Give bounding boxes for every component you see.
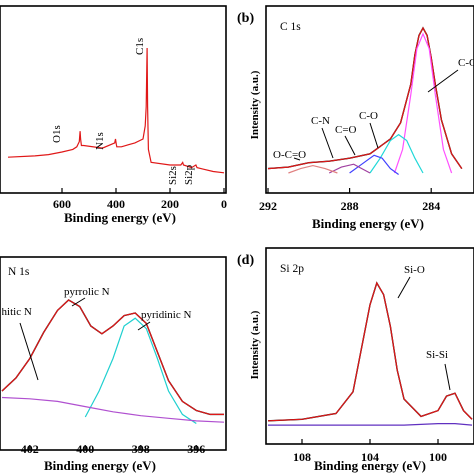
panel-a: 600 400 200 0 O1s N1s C1s Si2s Si2p Binding… [0,5,227,225]
panel-b-series-4 [349,154,399,175]
panel-d-arrow-1 [444,363,451,391]
panel-b-annotation-3: C-O [359,110,378,122]
panel-b-arrow-4 [427,69,459,93]
panel-d-region: Si 2p [280,263,304,275]
panel-a-peak-label-2: C1s [134,38,146,55]
panel-b-series-5 [328,163,371,174]
panel-b-annotation-4: C-C [458,57,474,69]
panel-d-xlabel: Binding energy (eV) [314,458,426,473]
panel-b-arrow-1 [321,127,334,159]
panel-c-series-3 [1,396,225,423]
panel-a-peak-label-1: N1s [94,132,106,150]
panel-d: (d) Intensity (a.u.) Si 2p 108 104 100 Si-… [237,247,474,473]
panel-c-annotation-2: pyridinic N [141,309,191,321]
panel-c-xlabel: Binding energy (eV) [44,458,156,473]
panel-c-annotation-0-clip: graphitic N [0,306,32,318]
panel-d-annotation-1: Si-Si [426,349,448,361]
panel-c-arrow-0 [19,322,39,381]
panel-b-series-3 [369,133,424,174]
panel-c-frame [0,256,227,451]
panel-c-annotation-1: pyrrolic N [64,286,110,298]
panel-b-ylabel: Intensity (a.u.) [249,70,261,139]
panel-d-tag: (d) [237,253,254,268]
panel-c-arrow-1 [71,297,86,307]
panel-a-peak-label-4: Si2p [183,164,195,185]
panel-c-tick-label-2: 398 [132,442,150,456]
panel-c-ticks: 402 400 398 396 [21,442,206,456]
panel-d-ticks: 108 104 100 [293,439,447,464]
panel-b-region: C 1s [280,21,301,33]
panel-d-tick-label-2: 100 [429,450,447,464]
panel-b-series-1 [267,26,463,170]
panel-c-region: N 1s [8,266,30,278]
panel-c-series-1 [1,299,224,415]
panel-a-series-0 [7,47,225,174]
panel-c-tick-label-3: 396 [187,442,205,456]
panel-b-arrow-3 [369,122,379,149]
panel-c: N 1s 402 400 398 396 graphitic N pyrrolic N… [0,256,227,473]
panel-a-peak-label-0: O1s [51,125,63,143]
panel-b-annotation-0: O-C=O [273,149,306,161]
panel-d-frame [265,247,474,445]
panel-a-tick-label-3: 0 [221,197,227,211]
panel-c-series-2 [84,317,197,425]
panel-b-tick-label-2: 284 [422,199,440,213]
panel-a-ticks: 600 400 200 0 [53,188,227,211]
panel-b-series-0 [267,26,463,170]
panel-d-tick-label-1: 104 [361,450,379,464]
panel-b-arrow-0 [293,157,301,161]
panel-a-xlabel: Binding energy (eV) [64,210,176,225]
panel-d-ylabel: Intensity (a.u.) [249,310,261,379]
panel-b-series-2 [393,32,453,174]
panel-b-annotation-2: C=O [335,124,357,136]
panel-b-tick-label-0: 292 [259,199,277,213]
panel-d-series-2 [268,423,473,426]
panel-b-annotation-1: C-N [311,115,330,127]
panel-d-arrow-0 [397,276,411,299]
panel-a-tick-label-2: 200 [161,197,179,211]
panel-b-ticks: 292 288 284 [259,188,440,213]
panel-b-frame [265,5,474,194]
panel-b-series-6 [288,164,338,174]
panel-c-tick-label-1: 400 [76,442,94,456]
panel-a-frame [0,5,227,194]
panel-b-arrow-2 [344,135,356,156]
panel-b-xlabel: Binding energy (eV) [312,216,424,231]
panel-d-series-1 [267,281,473,422]
panel-c-arrow-2 [137,321,151,331]
panel-b-tick-label-1: 288 [341,199,359,213]
panel-b-tag: (b) [237,11,254,26]
panel-d-tick-label-0: 108 [293,450,311,464]
panel-d-annotation-0: Si-O [404,264,425,276]
panel-a-peak-label-3: Si2s [167,166,179,185]
panel-a-tick-label-1: 400 [107,197,125,211]
panel-a-tick-label-0: 600 [53,197,71,211]
panel-b: (b) Intensity (a.u.) C 1s 292 288 284 O-C=… [237,5,474,231]
panel-c-annotation-0: graphitic N [0,306,32,318]
panel-c-tick-label-0: 402 [21,442,39,456]
